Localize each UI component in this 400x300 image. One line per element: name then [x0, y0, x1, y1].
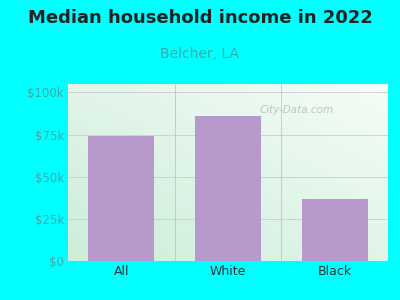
Bar: [302, 199, 368, 261]
Text: Belcher, LA: Belcher, LA: [160, 46, 240, 61]
Bar: [195, 116, 261, 261]
Text: City-Data.com: City-Data.com: [260, 105, 334, 115]
Text: Median household income in 2022: Median household income in 2022: [28, 9, 372, 27]
Bar: [88, 136, 154, 261]
